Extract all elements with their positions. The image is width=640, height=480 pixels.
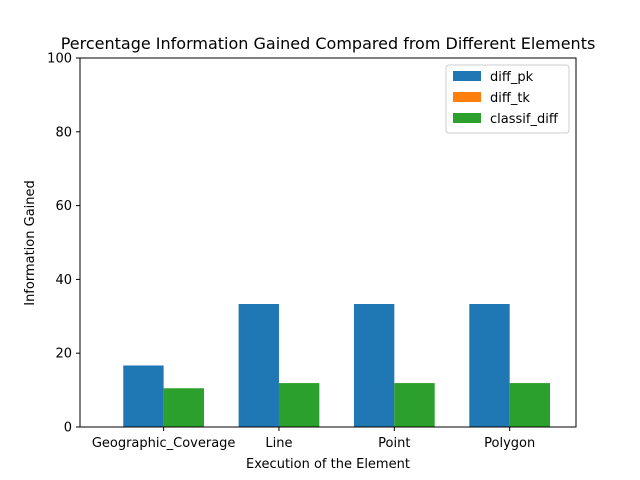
chart-title: Percentage Information Gained Compared f… (61, 34, 596, 53)
x-tick-label: Point (378, 436, 410, 451)
y-tick-label: 20 (55, 347, 72, 362)
legend-swatch-diff_pk (453, 71, 481, 81)
bar-classif_diff-0 (163, 388, 204, 427)
y-tick-label: 100 (47, 52, 72, 67)
x-tick-label: Line (265, 436, 292, 451)
bar-diff_pk-0 (123, 365, 164, 427)
bar-classif_diff-2 (394, 383, 435, 427)
y-tick-label: 40 (55, 273, 72, 288)
legend-label-classif_diff: classif_diff (490, 112, 559, 127)
x-tick-label: Polygon (484, 436, 535, 451)
y-tick-label: 60 (55, 199, 72, 214)
legend-label-diff_tk: diff_tk (490, 91, 530, 106)
bar-diff_pk-2 (353, 304, 395, 427)
legend: diff_pk diff_tk classif_diff (445, 64, 570, 134)
bar-diff_pk-1 (238, 304, 279, 427)
x-tick-label: Geographic_Coverage (92, 436, 236, 451)
bar-diff_pk-3 (469, 304, 510, 427)
x-axis-title: Execution of the Element (246, 457, 410, 472)
bars-group (123, 304, 551, 427)
bar-classif_diff-1 (278, 383, 320, 427)
plot-frame (79, 57, 577, 428)
y-tick-label: 80 (55, 125, 72, 140)
legend-swatch-diff_tk (453, 92, 481, 102)
y-tick-label: 0 (64, 421, 72, 436)
legend-label-diff_pk: diff_pk (490, 70, 534, 85)
y-axis-title: Information Gained (23, 180, 38, 306)
y-axis: 0 20 40 60 80 100 (47, 52, 80, 436)
legend-swatch-classif_diff (453, 113, 481, 123)
bar-classif_diff-3 (509, 383, 551, 427)
x-axis: Geographic_Coverage Line Point Polygon (92, 427, 535, 451)
